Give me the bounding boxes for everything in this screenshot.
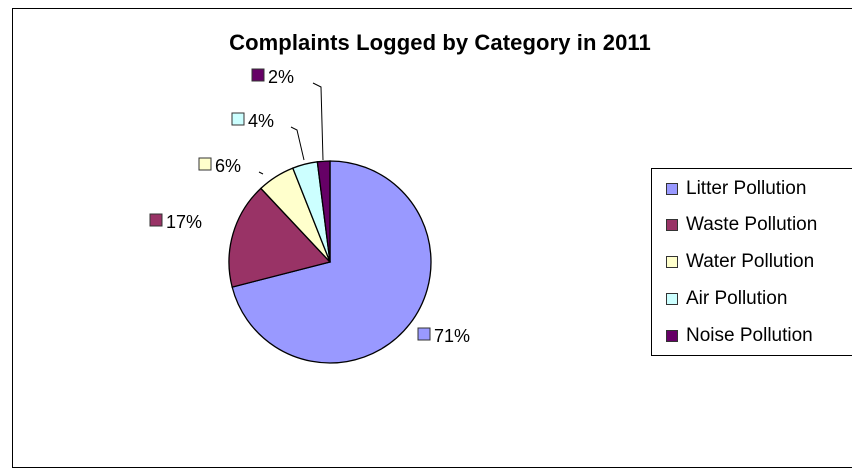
data-label-waste-pollution: 17% — [166, 212, 202, 232]
data-label-swatch-waste-pollution — [149, 213, 163, 227]
legend-item-litter-pollution: Litter Pollution — [652, 171, 806, 207]
legend-swatch-litter-pollution — [666, 183, 678, 195]
legend-label-waste-pollution: Waste Pollution — [686, 214, 818, 235]
legend-label-water-pollution: Water Pollution — [686, 251, 815, 272]
leader-line-water-pollution — [258, 171, 264, 175]
leader-line-noise-pollution — [312, 82, 324, 161]
data-label-swatch-water-pollution — [198, 157, 212, 171]
data-labels: 71% 17% 6% 4% 2% — [149, 67, 470, 346]
legend-swatch-water-pollution — [666, 256, 678, 268]
pie-chart: 71% 17% 6% 4% 2% — [149, 67, 470, 364]
pie-slice-litter-pollution — [231, 160, 432, 364]
legend-swatch-air-pollution — [666, 293, 678, 305]
legend-item-water-pollution: Water Pollution — [652, 244, 814, 280]
data-label-air-pollution: 4% — [248, 111, 274, 131]
data-label-swatch-litter-pollution — [417, 327, 431, 341]
legend-label-litter-pollution: Litter Pollution — [686, 178, 807, 199]
pie-slice-noise-pollution — [316, 160, 331, 263]
data-label-water-pollution: 6% — [215, 156, 241, 176]
data-label-noise-pollution: 2% — [268, 67, 294, 87]
data-label-swatch-noise-pollution — [251, 68, 265, 82]
legend: Litter Pollution Waste Pollution Water P… — [651, 168, 852, 356]
pie-slice-waste-pollution — [228, 187, 332, 288]
legend-swatch-noise-pollution — [666, 330, 678, 342]
data-label-swatch-air-pollution — [231, 112, 245, 126]
legend-swatch-waste-pollution — [666, 219, 678, 231]
leader-lines — [258, 82, 324, 175]
chart-title: Complaints Logged by Category in 2011 — [229, 30, 651, 55]
legend-label-air-pollution: Air Pollution — [686, 288, 788, 309]
legend-item-air-pollution: Air Pollution — [652, 281, 787, 317]
legend-item-noise-pollution: Noise Pollution — [652, 318, 813, 354]
legend-label-noise-pollution: Noise Pollution — [686, 325, 813, 346]
data-label-litter-pollution: 71% — [434, 326, 470, 346]
pie-slices — [228, 160, 432, 364]
leader-line-air-pollution — [290, 126, 305, 161]
legend-item-waste-pollution: Waste Pollution — [652, 207, 817, 243]
